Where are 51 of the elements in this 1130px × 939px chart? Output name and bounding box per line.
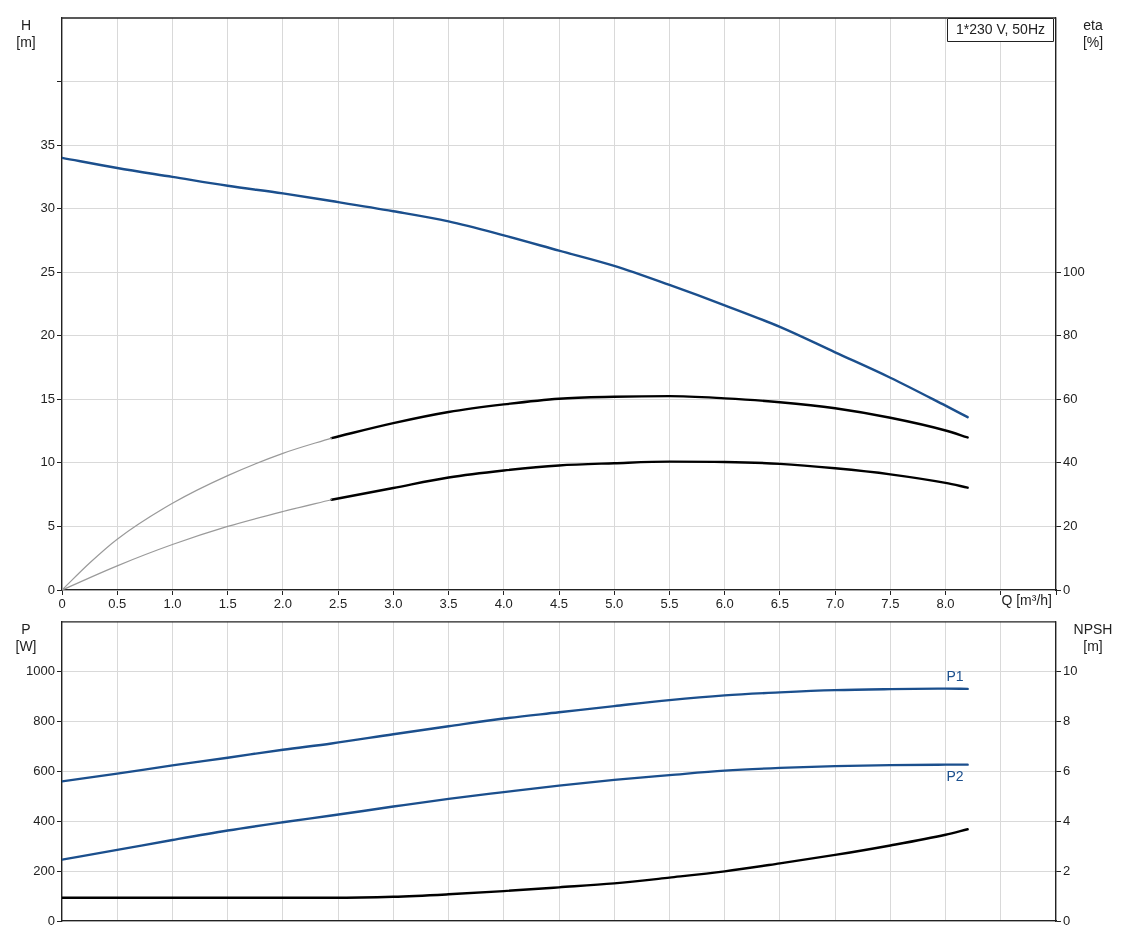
- x-tick-label: 7.5: [881, 596, 900, 612]
- y-tick-label: 30: [40, 200, 55, 216]
- annotation: 1*230 V, 50Hz: [956, 20, 1045, 37]
- x-tick-label: 2.5: [329, 596, 348, 612]
- y2-axis-title: NPSH [m]: [1073, 620, 1113, 654]
- y-axis-title: P [W]: [15, 620, 37, 654]
- x-tick-label: 7.0: [826, 596, 845, 612]
- x-tick-label: 5.5: [660, 596, 679, 612]
- x-tick-label: 6.5: [770, 596, 789, 612]
- y-tick-label: 0: [47, 581, 55, 597]
- series-label: P1: [946, 667, 964, 684]
- y2-tick-label: 10: [1063, 663, 1078, 679]
- y-tick-label: 0: [47, 912, 55, 928]
- y-tick-label: 400: [33, 812, 55, 828]
- x-tick-label: 4.5: [549, 596, 569, 612]
- y2-tick-label: 2: [1063, 862, 1071, 878]
- y2-tick-label: 8: [1063, 713, 1071, 729]
- x-axis-title: Q [m³/h]: [1001, 591, 1052, 608]
- series-label: P2: [946, 767, 964, 784]
- x-tick-label: 4.0: [494, 596, 513, 612]
- y2-tick-label: 20: [1063, 518, 1078, 534]
- y-tick-label: 600: [33, 762, 55, 778]
- x-tick-label: 1.0: [163, 596, 182, 612]
- x-tick-label: 0: [58, 596, 66, 612]
- x-tick-label: 1.5: [218, 596, 237, 612]
- y-axis-title: H [m]: [16, 16, 36, 50]
- y2-axis-title: eta [%]: [1082, 16, 1104, 50]
- x-tick-label: 3.0: [384, 596, 403, 612]
- y-tick-label: 200: [33, 862, 55, 878]
- y-tick-label: 35: [40, 136, 55, 152]
- y-tick-label: 10: [40, 454, 55, 470]
- y-tick-label: 15: [40, 390, 55, 406]
- y-tick-label: 20: [40, 327, 55, 343]
- x-tick-label: 0.5: [108, 596, 127, 612]
- x-tick-label: 6.0: [715, 596, 734, 612]
- y2-tick-label: 40: [1063, 454, 1078, 470]
- x-tick-label: 2.0: [273, 596, 292, 612]
- y2-tick-label: 100: [1063, 263, 1085, 279]
- y-tick-label: 25: [40, 263, 55, 279]
- x-tick-label: 5.0: [605, 596, 624, 612]
- y2-tick-label: 0: [1063, 581, 1071, 597]
- y2-tick-label: 0: [1063, 912, 1071, 928]
- y2-tick-label: 4: [1063, 812, 1071, 828]
- x-tick-label: 8.0: [936, 596, 955, 612]
- y2-tick-label: 6: [1063, 762, 1071, 778]
- y2-tick-label: 80: [1063, 327, 1078, 343]
- y-tick-label: 1000: [26, 663, 55, 679]
- y-tick-label: 800: [33, 713, 55, 729]
- x-tick-label: 3.5: [439, 596, 458, 612]
- y2-tick-label: 60: [1063, 390, 1078, 406]
- y-tick-label: 5: [47, 518, 55, 534]
